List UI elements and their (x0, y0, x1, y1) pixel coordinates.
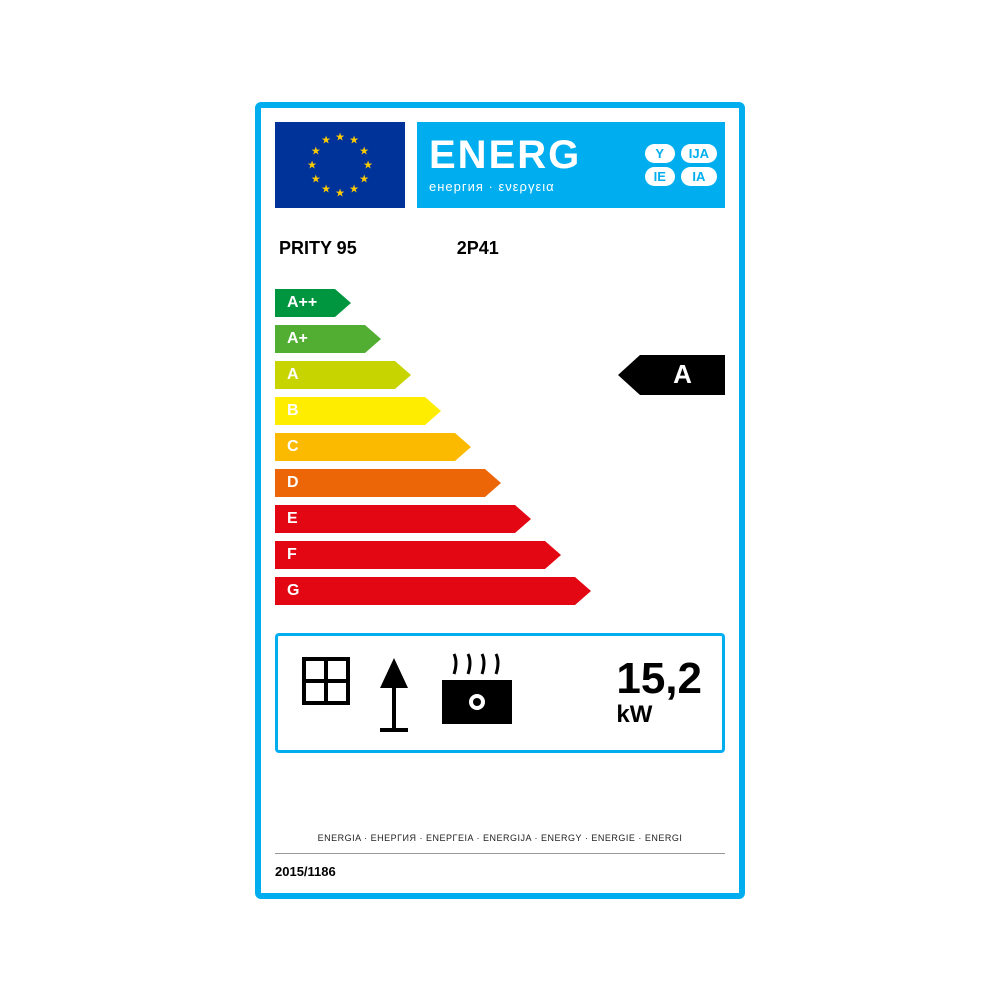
efficiency-chart: A++A+ABCDEFGA (275, 289, 725, 613)
class-arrow: A (275, 361, 411, 389)
eu-star-icon: ★ (359, 172, 369, 185)
regulation-number: 2015/1186 (275, 864, 725, 879)
class-arrow-label: A (275, 361, 395, 389)
class-arrow-tip (365, 325, 381, 353)
energ-suffix-pills: Y IJA IE IA (645, 144, 717, 186)
class-arrow-label: B (275, 397, 425, 425)
eu-star-icon: ★ (311, 144, 321, 157)
eu-flag-icon: ★★★★★★★★★★★★ (275, 122, 405, 208)
class-arrow: E (275, 505, 531, 533)
energ-title: ENERG (429, 135, 581, 175)
class-arrow: C (275, 433, 471, 461)
product-row: PRITY 95 2P41 (275, 238, 725, 259)
class-arrow-label: A+ (275, 325, 365, 353)
class-arrow-label: A++ (275, 289, 335, 317)
eu-star-icon: ★ (335, 186, 345, 199)
rating-arrow-label: A (640, 355, 725, 395)
class-arrow-tip (425, 397, 441, 425)
product-brand: PRITY 95 (279, 238, 357, 259)
energ-banner: ENERG енергия · ενεργεια Y IJA IE IA (417, 122, 725, 208)
class-arrow-label: C (275, 433, 455, 461)
class-arrow: F (275, 541, 561, 569)
energ-pill: IE (645, 167, 675, 186)
class-arrow-label: F (275, 541, 545, 569)
rating-arrow: A (618, 355, 725, 395)
class-arrow-tip (575, 577, 591, 605)
eu-star-icon: ★ (359, 144, 369, 157)
power-number: 15,2 (616, 657, 702, 701)
rating-arrow-tip (618, 355, 640, 395)
lamp-icon (374, 648, 414, 738)
class-arrow-label: D (275, 469, 485, 497)
energ-pill: Y (645, 144, 675, 163)
energ-pill: IA (681, 167, 717, 186)
class-arrow-tip (485, 469, 501, 497)
class-arrow-tip (335, 289, 351, 317)
eu-star-icon: ★ (321, 182, 331, 195)
power-box: 15,2 kW (275, 633, 725, 753)
class-arrow: G (275, 577, 591, 605)
class-arrow: D (275, 469, 501, 497)
class-arrow-tip (515, 505, 531, 533)
stove-icon (434, 648, 524, 738)
power-value: 15,2 kW (616, 657, 702, 729)
energ-subtitle: енергия · ενεργεια (429, 179, 581, 194)
product-model: 2P41 (457, 238, 499, 259)
eu-star-icon: ★ (321, 134, 331, 147)
eu-star-icon: ★ (349, 134, 359, 147)
class-arrow: B (275, 397, 441, 425)
class-arrow-tip (395, 361, 411, 389)
eu-star-icon: ★ (307, 158, 317, 171)
class-arrow: A++ (275, 289, 351, 317)
footer-languages: ENERGIA · ЕНЕРГИЯ · ΕΝΕΡΓΕΙΑ · ENERGIJA … (275, 833, 725, 854)
class-arrow-tip (545, 541, 561, 569)
eu-star-icon: ★ (363, 158, 373, 171)
energy-label: ★★★★★★★★★★★★ ENERG енергия · ενεργεια YI… (255, 102, 745, 899)
class-arrow-label: G (275, 577, 575, 605)
class-arrow-tip (455, 433, 471, 461)
power-unit: kW (616, 701, 702, 729)
class-arrow-label: E (275, 505, 515, 533)
eu-star-icon: ★ (335, 130, 345, 143)
class-arrow: A+ (275, 325, 381, 353)
eu-star-icon: ★ (349, 182, 359, 195)
header: ★★★★★★★★★★★★ ENERG енергия · ενεργεια YI… (275, 122, 725, 208)
window-icon (298, 653, 354, 733)
energ-pill: IJA (681, 144, 717, 163)
eu-star-icon: ★ (311, 172, 321, 185)
